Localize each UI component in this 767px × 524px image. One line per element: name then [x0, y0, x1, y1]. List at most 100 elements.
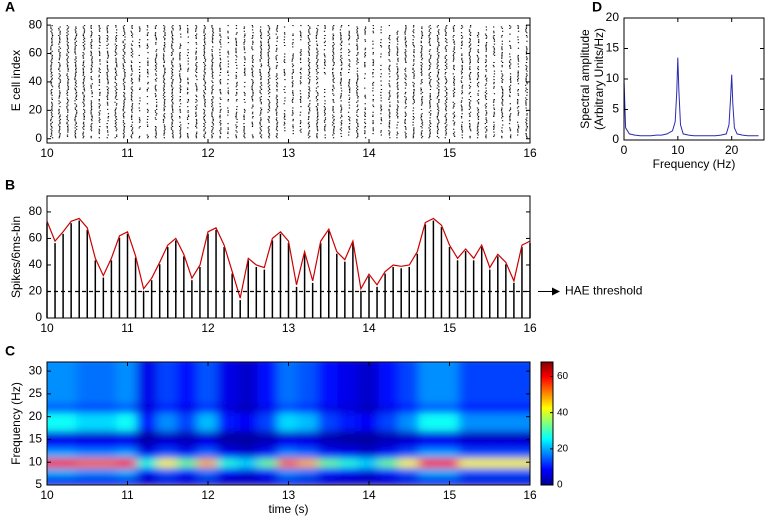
y-tick-label: 5: [612, 102, 619, 116]
heat-cell: [357, 411, 381, 423]
heat-cell: [176, 392, 199, 404]
heat-cell: [217, 392, 240, 404]
spike-column: [356, 26, 359, 139]
heat-cell: [418, 474, 441, 485]
heat-cell: [398, 474, 421, 485]
heat-cell: [116, 438, 139, 450]
y-axis-label: Spikes/6ms-bin: [9, 216, 23, 298]
heat-cell: [418, 420, 441, 432]
heat-cell: [438, 383, 461, 395]
heat-cell: [257, 447, 280, 459]
heat-cell: [257, 374, 280, 386]
x-tick-label: 11: [121, 321, 134, 335]
rate-curve: [46, 217, 531, 299]
heat-cell: [237, 429, 260, 441]
spike-column: [243, 26, 246, 139]
heat-cell: [116, 402, 139, 414]
x-tick-label: 14: [362, 321, 376, 335]
x-tick-label: 16: [523, 146, 537, 160]
heat-cell: [317, 402, 340, 414]
spike-column: [323, 25, 327, 139]
x-tick-label: 12: [201, 146, 215, 160]
heat-cell: [458, 411, 481, 423]
heat-cell: [337, 362, 360, 368]
heat-cell: [237, 411, 260, 423]
heat-cell: [47, 438, 59, 450]
heat-cell: [47, 411, 59, 423]
heat-cell: [478, 362, 501, 368]
panel: D 0 10 20 0 5 10 15 20 Spectral amplitude (Arbitra…: [578, 0, 765, 171]
heat-cell: [257, 383, 280, 395]
heat-cell: [156, 402, 179, 414]
heat-cell: [458, 447, 481, 459]
heat-cell: [96, 411, 119, 423]
heat-cell: [56, 429, 79, 441]
spike-column: [484, 26, 488, 139]
heat-cell: [317, 465, 340, 477]
heat-cell: [116, 465, 139, 477]
y-tick-label: 20: [29, 284, 43, 298]
spike-column: [299, 25, 302, 133]
heat-cell: [518, 374, 530, 386]
heat-cell: [478, 411, 501, 423]
spike-column: [380, 26, 383, 136]
heat-cell: [478, 374, 501, 386]
heat-cell: [257, 365, 280, 377]
heat-cell: [47, 392, 59, 404]
heat-cell: [317, 429, 340, 441]
heat-cell: [116, 420, 139, 432]
heat-cell: [196, 411, 220, 423]
plot-frame: [623, 17, 765, 141]
heat-cell: [217, 456, 240, 468]
heat-cell: [458, 474, 481, 485]
spike-column: [98, 25, 101, 139]
heat-cell: [136, 402, 159, 414]
heat-cell: [156, 365, 179, 377]
heat-cell: [47, 362, 59, 368]
heat-cell: [478, 465, 501, 477]
heat-cell: [337, 474, 360, 485]
spike-column: [492, 26, 496, 137]
heat-cell: [47, 447, 59, 459]
heat-cell: [277, 465, 300, 477]
heat-cell: [237, 438, 260, 450]
heat-cell: [458, 420, 481, 432]
y-tick-label: 40: [29, 74, 43, 88]
spike-column: [420, 26, 424, 139]
heat-cell: [76, 374, 99, 386]
spike-column: [428, 25, 432, 139]
heat-cell: [518, 465, 530, 477]
heat-cell: [337, 411, 360, 423]
heat-cell: [378, 429, 401, 441]
heat-cell: [277, 392, 300, 404]
heat-cell: [398, 429, 421, 441]
heat-cell: [217, 402, 240, 414]
heat-cell: [297, 465, 320, 477]
heat-cell: [498, 383, 521, 395]
heat-cell: [498, 456, 521, 468]
heat-cell: [156, 429, 179, 441]
y-axis-label: Spectral amplitude: [578, 29, 592, 129]
heat-cell: [337, 383, 360, 395]
heat-cell: [136, 383, 159, 395]
spike-column: [500, 26, 504, 139]
y-tick-label: 80: [29, 204, 43, 218]
spike-column: [203, 25, 207, 139]
x-tick-label: 20: [725, 143, 739, 157]
x-axis-label: Frequency (Hz): [653, 157, 736, 171]
heat-cell: [76, 411, 99, 423]
heat-cell: [136, 362, 159, 368]
heat-cell: [76, 362, 99, 368]
heat-cell: [76, 392, 99, 404]
heat-cell: [156, 456, 179, 468]
y-axis-label: (Arbitrary Units/Hz): [592, 28, 606, 130]
spike-column: [364, 26, 367, 139]
heat-cell: [136, 465, 159, 477]
spike-column: [259, 26, 263, 139]
heat-cell: [257, 465, 280, 477]
heat-cell: [217, 438, 240, 450]
heat-cell: [337, 438, 360, 450]
heat-cell: [76, 438, 99, 450]
x-tick-label: 13: [282, 146, 296, 160]
y-tick-label: 5: [35, 477, 42, 491]
